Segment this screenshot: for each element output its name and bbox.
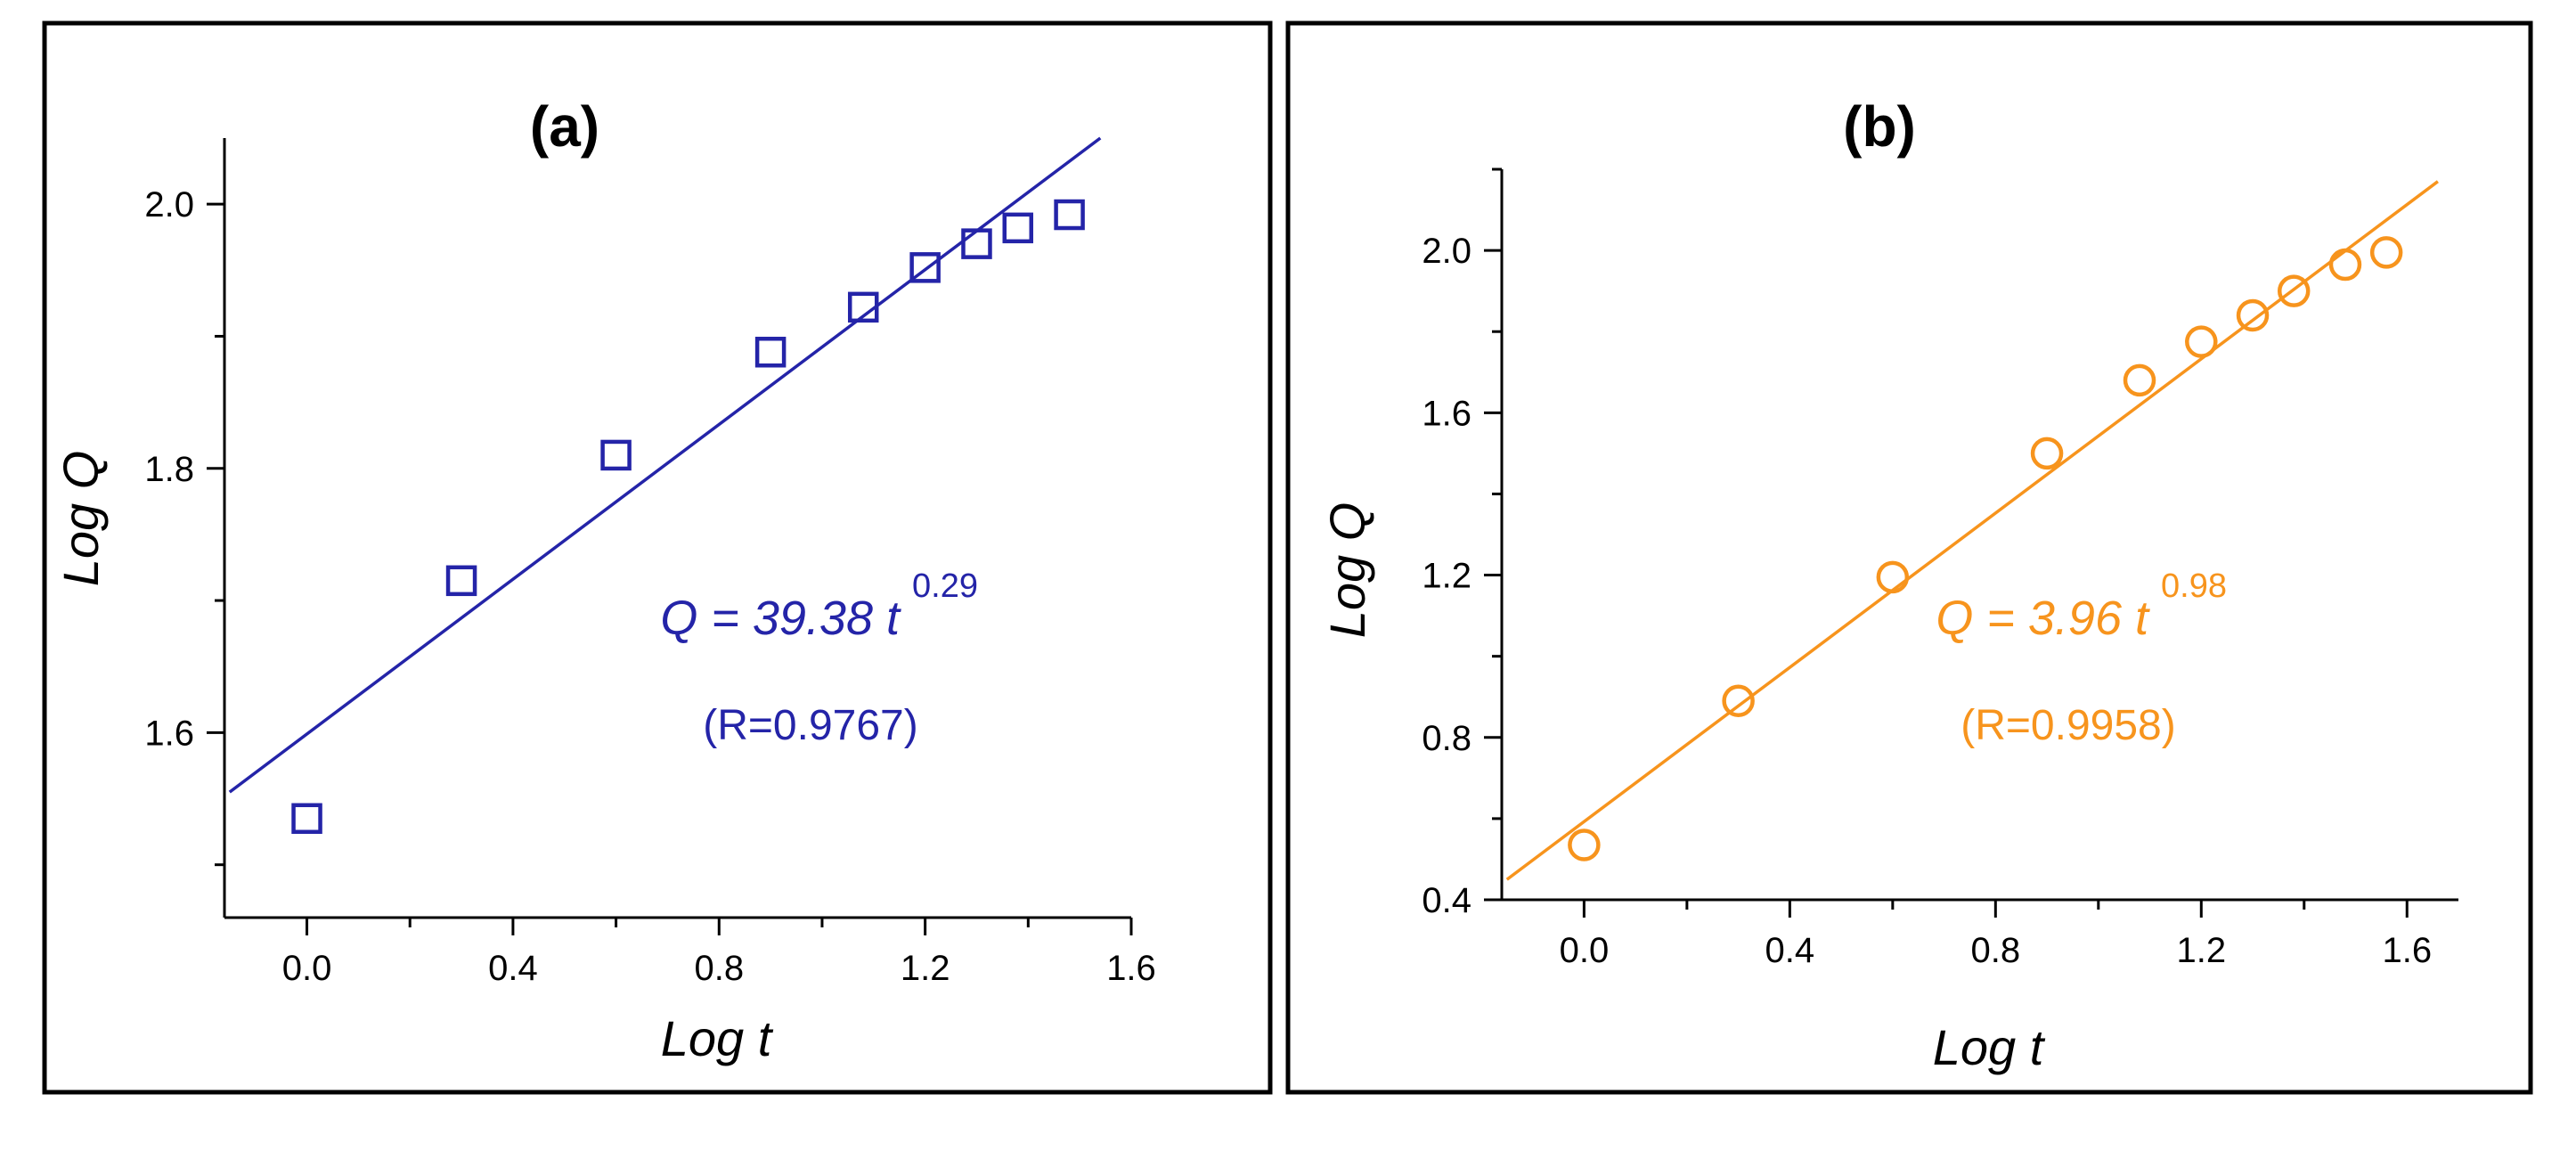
y-tick-label: 1.2 xyxy=(1422,557,1471,596)
panel-a-label: (a) xyxy=(530,94,599,159)
data-point-circle xyxy=(2123,363,2156,397)
data-point-circle xyxy=(1568,829,1601,861)
data-point-square xyxy=(847,291,879,323)
x-tick-label: 0.4 xyxy=(1765,931,1815,970)
data-point-circle xyxy=(1876,560,1910,594)
x-tick-label: 0.0 xyxy=(1560,931,1610,970)
panel-b-ylabel: Log Q xyxy=(1319,502,1375,639)
panel-b-axes: 0.0 0.4 0.8 1.2 1.6 0.4 0.8 1.2 1.6 2.0 xyxy=(1422,167,2458,970)
data-point-circle xyxy=(2369,236,2403,269)
y-tick-label: 0.8 xyxy=(1422,719,1471,758)
panel-b-r-value: (R=0.9958) xyxy=(1961,702,2175,749)
panel-b-label: (b) xyxy=(1843,94,1916,159)
data-point-circle xyxy=(2236,298,2270,332)
panel-b-points xyxy=(1568,236,2403,861)
x-tick-label: 1.6 xyxy=(2382,931,2432,970)
data-point-square xyxy=(909,252,941,283)
panel-a-equation: Q = 39.38 t xyxy=(660,592,901,645)
data-point-square xyxy=(600,439,632,471)
x-tick-label: 0.8 xyxy=(694,949,744,988)
panel-a: (a) Log t Log Q 0.0 0.4 0.8 1.2 1.6 1.6 1.8 2.0… xyxy=(42,20,1273,1095)
y-tick-label: 2.0 xyxy=(1422,232,1471,271)
x-tick-label: 1.2 xyxy=(2176,931,2226,970)
fit-line xyxy=(228,136,1102,794)
data-point-circle xyxy=(2185,325,2218,358)
data-point-square xyxy=(754,337,787,368)
data-point-square xyxy=(1054,199,1085,231)
x-tick-label: 0.8 xyxy=(1971,931,2021,970)
data-point-circle xyxy=(2277,274,2311,307)
panel-b-frame xyxy=(1285,20,2533,1095)
panel-a-axes: 0.0 0.4 0.8 1.2 1.6 1.6 1.8 2.0 xyxy=(144,138,1156,988)
panel-b: (b) Log t Log Q 0.0 0.4 0.8 1.2 1.6 0.4 0.8 1.2… xyxy=(1285,20,2533,1095)
panel-a-r-value: (R=0.9767) xyxy=(703,702,917,749)
x-tick-label: 1.6 xyxy=(1106,949,1156,988)
data-point-square xyxy=(1002,212,1033,244)
panel-b-xlabel: Log t xyxy=(1933,1019,2046,1075)
panel-a-equation-exponent: 0.29 xyxy=(912,567,978,605)
y-tick-label: 1.6 xyxy=(144,714,194,753)
panel-a-frame xyxy=(42,20,1273,1095)
y-tick-label: 0.4 xyxy=(1422,881,1471,920)
panel-a-xlabel: Log t xyxy=(661,1010,774,1066)
panel-b-equation: Q = 3.96 t xyxy=(1936,592,2150,645)
data-point-square xyxy=(961,228,992,259)
data-point-circle xyxy=(2328,248,2362,282)
data-point-circle xyxy=(1722,684,1755,718)
x-tick-label: 1.2 xyxy=(901,949,950,988)
panel-a-fit-line xyxy=(228,136,1102,794)
x-tick-label: 0.4 xyxy=(488,949,538,988)
data-point-circle xyxy=(2030,437,2064,470)
panel-b-fit-line xyxy=(1505,180,2439,881)
panel-b-equation-exponent: 0.98 xyxy=(2161,567,2227,605)
y-tick-label: 2.0 xyxy=(144,185,194,224)
data-point-square xyxy=(445,565,477,597)
data-point-square xyxy=(291,803,322,835)
panel-a-ylabel: Log Q xyxy=(53,451,109,587)
fit-line xyxy=(1505,180,2439,881)
y-tick-label: 1.6 xyxy=(1422,394,1471,433)
y-tick-label: 1.8 xyxy=(144,450,194,489)
x-tick-label: 0.0 xyxy=(282,949,332,988)
panel-a-points xyxy=(291,199,1085,835)
